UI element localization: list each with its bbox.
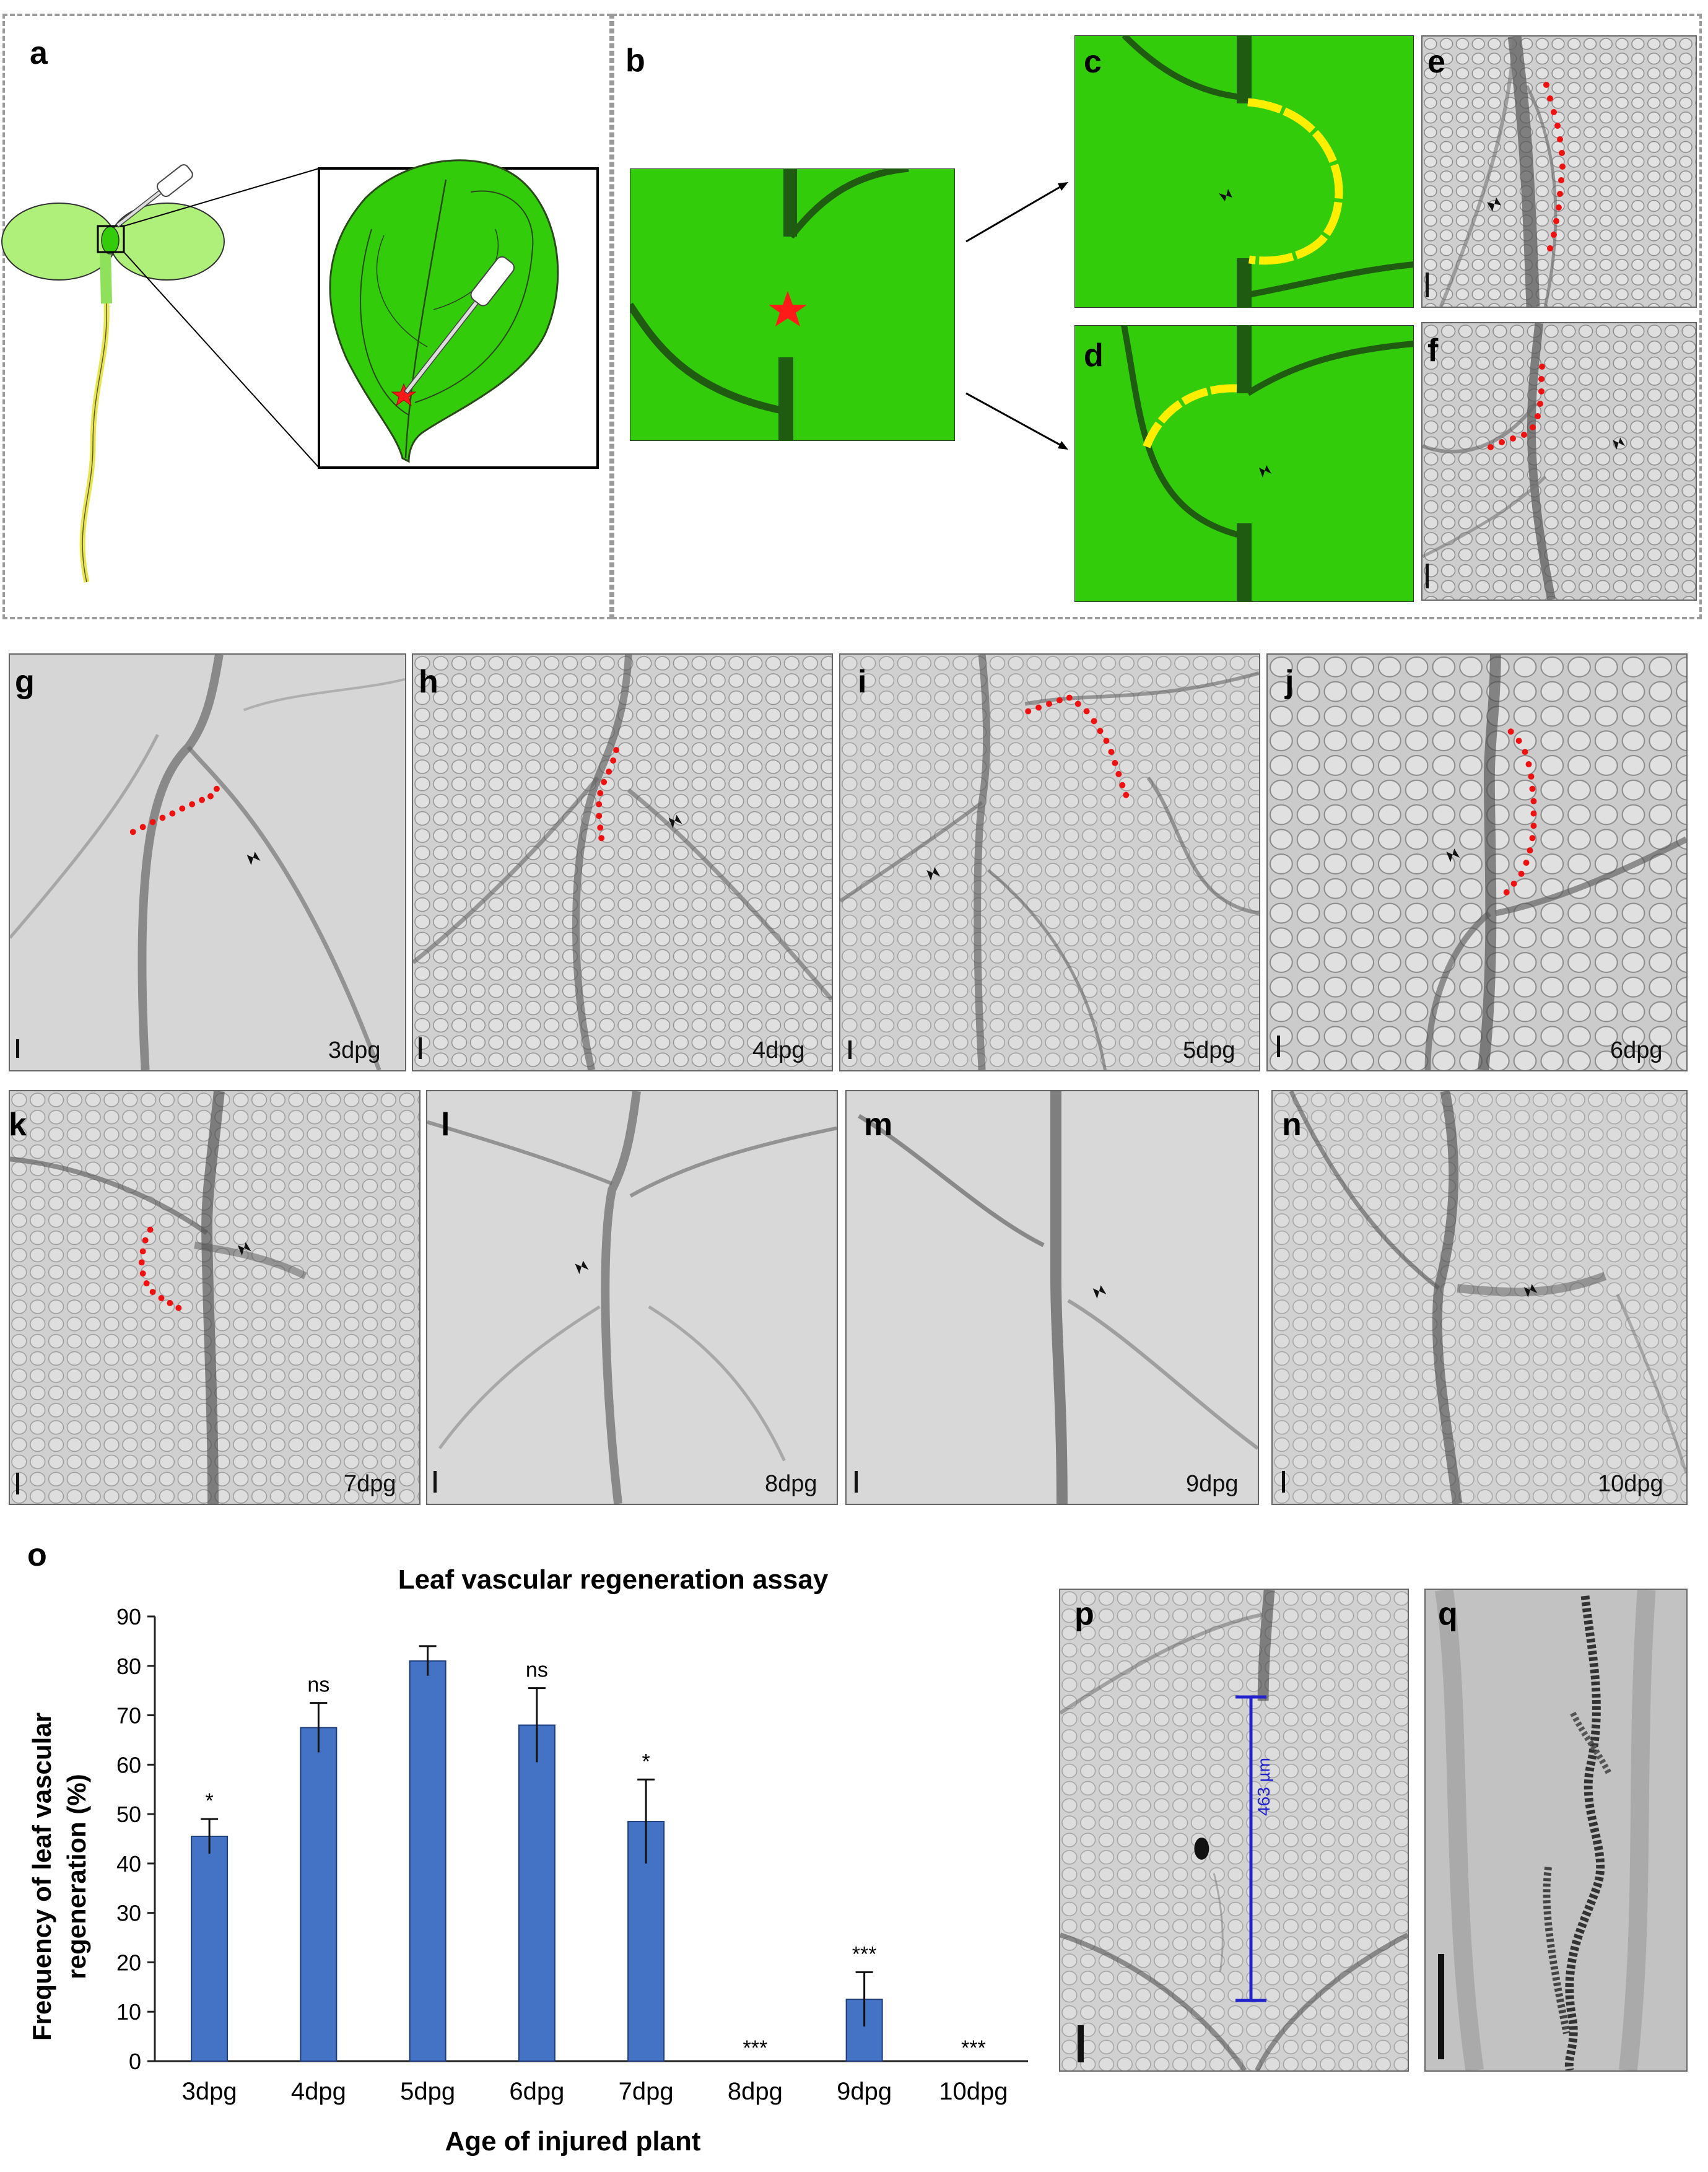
significance-label: * xyxy=(642,1750,650,1773)
timepoint-label-k: 7dpg xyxy=(344,1471,396,1497)
scale-bar-g xyxy=(16,1039,19,1058)
panel-letter-c: c xyxy=(1084,44,1102,80)
timepoint-label-l: 8dpg xyxy=(765,1471,817,1497)
bar xyxy=(300,1727,338,2062)
bar xyxy=(518,1724,556,2062)
panel-f-micrograph xyxy=(1421,322,1697,601)
significance-label: *** xyxy=(743,2036,768,2060)
measurement-bracket: 463 µm xyxy=(1235,1695,1273,2002)
y-tick-label: 50 xyxy=(116,1802,141,1827)
scale-bar-i xyxy=(848,1040,852,1059)
panel-c-diagram xyxy=(1074,35,1414,308)
bar xyxy=(191,1836,229,2062)
timepoint-label-j: 6dpg xyxy=(1610,1037,1663,1063)
panel-letter-f: f xyxy=(1427,333,1439,369)
wound-site-diagram xyxy=(630,168,955,441)
y-tick-label: 90 xyxy=(116,1604,141,1629)
x-tick-label: 7dpg xyxy=(619,2078,674,2105)
bar-chart: Leaf vascular regeneration assay Frequen… xyxy=(27,1564,1028,2157)
y-tick-label: 60 xyxy=(116,1752,141,1777)
panel-e-micrograph xyxy=(1421,35,1697,308)
y-axis-label-line2: regeneration (%) xyxy=(62,1774,91,1979)
panel-j-micrograph xyxy=(1266,653,1688,1071)
panel-letter-b: b xyxy=(625,43,645,79)
panel-letter-o: o xyxy=(27,1537,47,1573)
significance-label: *** xyxy=(852,1942,877,1966)
x-tick-label: 6dpg xyxy=(509,2078,564,2105)
scale-bar-n xyxy=(1282,1471,1285,1493)
panel-letter-d: d xyxy=(1084,338,1104,373)
significance-label: ns xyxy=(526,1659,548,1682)
y-tick-label: 10 xyxy=(116,1999,141,2025)
x-tick-label: 5dpg xyxy=(400,2078,455,2105)
scale-bar-j xyxy=(1277,1036,1280,1057)
panel-l-micrograph xyxy=(426,1090,838,1505)
scale-bar-k xyxy=(16,1473,19,1494)
x-tick-label: 10dpg xyxy=(939,2078,1008,2105)
panel-q-micrograph xyxy=(1424,1589,1688,2072)
scale-bar-l xyxy=(434,1471,437,1493)
panel-letter-j: j xyxy=(1285,664,1294,700)
panel-n-micrograph xyxy=(1271,1090,1688,1505)
panel-b-f-frame xyxy=(612,14,1702,619)
panel-letter-p: p xyxy=(1074,1596,1094,1632)
y-tick-label: 80 xyxy=(116,1654,141,1679)
scale-bar-f xyxy=(1426,564,1429,588)
significance-label: ns xyxy=(307,1673,329,1697)
panel-k-micrograph xyxy=(9,1090,420,1505)
bar xyxy=(409,1660,447,2062)
panel-letter-l: l xyxy=(441,1107,450,1143)
chart-title: Leaf vascular regeneration assay xyxy=(398,1564,829,1595)
y-tick-label: 40 xyxy=(116,1851,141,1877)
x-tick-label: 4dpg xyxy=(291,2078,346,2105)
panel-letter-e: e xyxy=(1427,44,1445,80)
panel-h-micrograph xyxy=(412,653,833,1071)
y-tick-label: 30 xyxy=(116,1901,141,1926)
seedling-diagram xyxy=(1,159,599,583)
scale-bar-h xyxy=(419,1037,422,1059)
timepoint-label-g: 3dpg xyxy=(328,1037,381,1063)
y-tick-label: 0 xyxy=(129,2049,141,2074)
panel-letter-n: n xyxy=(1282,1107,1302,1143)
panel-letter-k: k xyxy=(9,1107,27,1143)
panel-a-frame xyxy=(2,14,612,619)
scale-bar-q xyxy=(1438,1954,1444,2059)
timepoint-label-h: 4dpg xyxy=(752,1037,805,1063)
panel-letter-i: i xyxy=(858,664,867,700)
panel-letter-a: a xyxy=(30,35,48,71)
x-tick-label: 3dpg xyxy=(182,2078,237,2105)
timepoint-label-n: 10dpg xyxy=(1598,1471,1663,1497)
y-tick-label: 70 xyxy=(116,1703,141,1729)
measurement-label: 463 µm xyxy=(1254,1758,1273,1816)
panel-g-micrograph xyxy=(9,653,406,1071)
significance-label: *** xyxy=(961,2036,986,2060)
panel-d-diagram xyxy=(1074,325,1414,602)
scale-bar-p xyxy=(1078,2025,1084,2062)
x-tick-label: 9dpg xyxy=(837,2078,892,2105)
panel-p-micrograph xyxy=(1059,1589,1409,2072)
panel-letter-g: g xyxy=(15,664,35,700)
x-tick-label: 8dpg xyxy=(728,2078,783,2105)
scale-bar-m xyxy=(855,1471,858,1493)
panel-i-micrograph xyxy=(839,653,1260,1071)
scale-bar-e xyxy=(1426,273,1429,297)
panel-letter-h: h xyxy=(419,664,438,700)
panel-m-micrograph xyxy=(845,1090,1259,1505)
significance-label: * xyxy=(206,1789,214,1813)
timepoint-label-m: 9dpg xyxy=(1186,1471,1239,1497)
y-axis-label-line1: Frequency of leaf vascular xyxy=(27,1712,56,2041)
x-axis-label: Age of injured plant xyxy=(445,2126,700,2157)
timepoint-label-i: 5dpg xyxy=(1183,1037,1235,1063)
flow-arrows xyxy=(965,182,1068,450)
panel-letter-m: m xyxy=(864,1107,893,1143)
y-tick-label: 20 xyxy=(116,1950,141,1975)
panel-letter-q: q xyxy=(1438,1596,1458,1632)
